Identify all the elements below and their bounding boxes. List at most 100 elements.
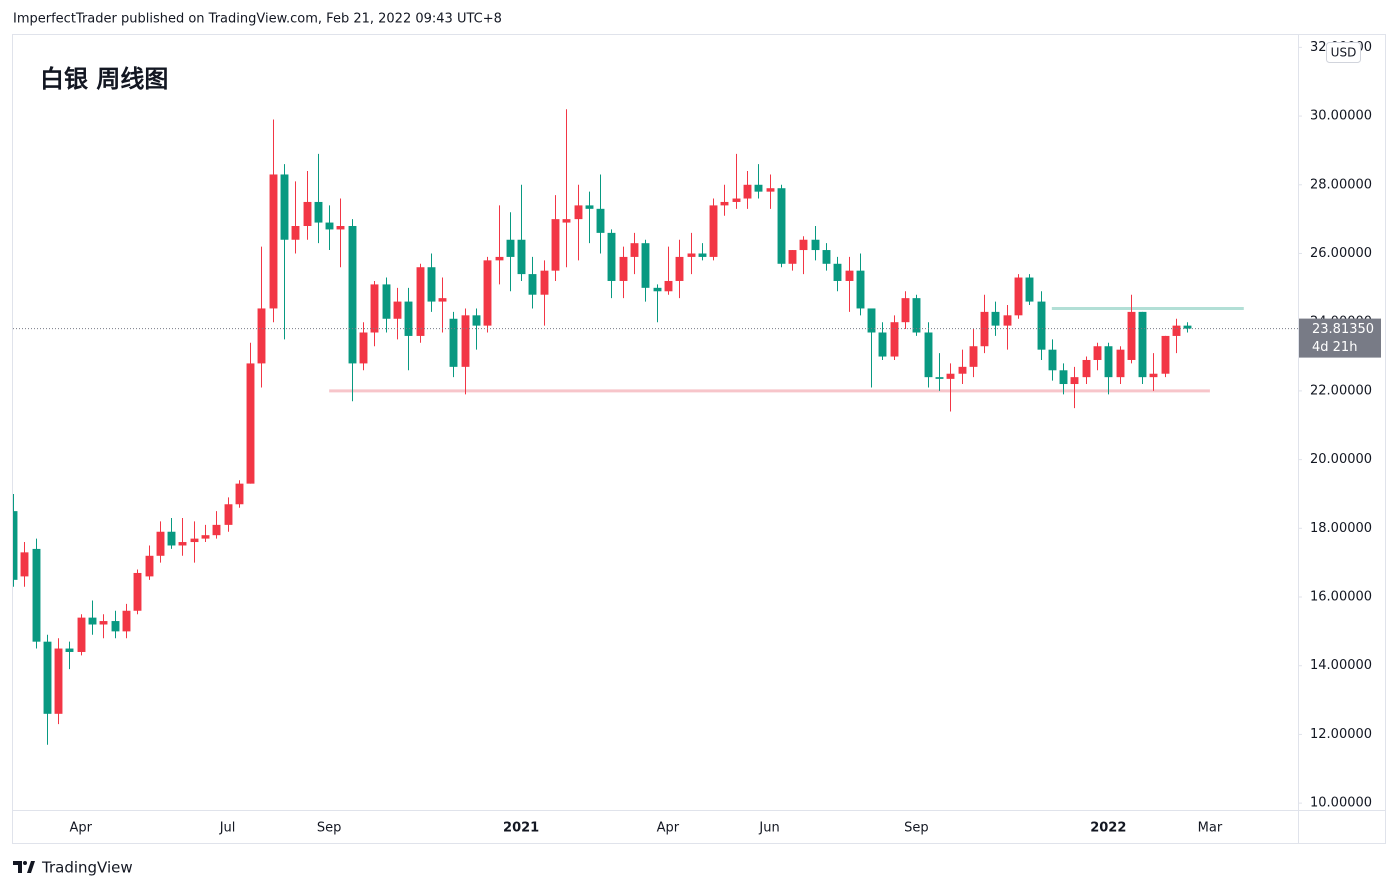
candle-body: [145, 555, 154, 577]
candle-body: [833, 263, 842, 281]
candle-body: [427, 267, 436, 302]
candle-body: [641, 243, 650, 288]
candle-body: [88, 617, 97, 625]
candle-body: [167, 531, 176, 546]
y-tick-label: 28.00000: [1310, 177, 1372, 192]
candle-body: [393, 301, 402, 319]
candle-body: [687, 253, 696, 257]
candle-body: [675, 256, 684, 281]
x-tick-label: Sep: [904, 821, 929, 836]
candle-body: [596, 208, 605, 233]
candle-body: [664, 280, 673, 292]
candle-body: [743, 184, 752, 199]
candle-body: [890, 322, 899, 357]
candle-body: [1116, 349, 1125, 378]
candle-body: [32, 548, 41, 642]
candle-body: [845, 270, 854, 281]
candle-body: [20, 552, 29, 577]
candle-body: [1048, 349, 1057, 371]
candle-body: [370, 284, 379, 333]
candle-body: [1003, 315, 1012, 326]
footer-logo: [13, 861, 35, 873]
candle-body: [709, 205, 718, 257]
candle-body: [653, 287, 662, 292]
attribution: ImperfectTrader published on TradingView…: [13, 12, 502, 27]
candle-body: [303, 201, 312, 227]
candle-body: [528, 274, 537, 295]
x-tick-label: Jun: [758, 821, 779, 836]
candle-body: [1070, 377, 1079, 385]
currency-label: USD: [1331, 46, 1357, 60]
candle-body: [856, 270, 865, 309]
candle-body: [969, 346, 978, 367]
candle-body: [1138, 311, 1147, 378]
candle-body: [111, 621, 120, 632]
candle-body: [506, 239, 515, 257]
chart-frame: [12, 34, 1386, 844]
candle-body: [325, 222, 334, 230]
candle-body: [280, 174, 289, 240]
last-price-label: 23.81350: [1312, 322, 1374, 337]
candle-body: [1127, 311, 1136, 360]
y-tick-label: 12.00000: [1310, 727, 1372, 742]
y-tick-label: 20.00000: [1310, 452, 1372, 467]
candle-body: [122, 610, 131, 632]
candle-body: [585, 205, 594, 209]
candle-body: [958, 366, 967, 374]
candle-body: [382, 284, 391, 319]
candle-body: [946, 373, 955, 379]
candle-body: [1014, 277, 1023, 316]
candle-body: [246, 363, 255, 484]
candle-body: [235, 483, 244, 505]
candle-body: [178, 542, 187, 546]
candle-body: [607, 232, 616, 281]
footer-brand: TradingView: [41, 859, 133, 877]
candle-body: [99, 621, 108, 625]
candle-body: [1037, 301, 1046, 350]
y-tick-label: 16.00000: [1310, 590, 1372, 605]
candle-body: [991, 311, 1000, 326]
candle-body: [935, 377, 944, 379]
candle-body: [777, 188, 786, 264]
candle-body: [754, 184, 763, 192]
candle-body: [562, 219, 571, 223]
candle-body: [201, 535, 210, 539]
candle-body: [257, 308, 266, 364]
candle-body: [461, 315, 470, 367]
y-tick-label: 10.00000: [1310, 796, 1372, 811]
candle-body: [1149, 373, 1158, 378]
candle-body: [1172, 325, 1181, 336]
candle-body: [404, 301, 413, 336]
candle-body: [348, 226, 357, 364]
x-tick-label: Mar: [1198, 821, 1223, 836]
candle-body: [878, 332, 887, 357]
candle-body: [190, 538, 199, 543]
candle-body: [551, 219, 560, 271]
candle-body: [156, 531, 165, 556]
candle-body: [698, 253, 707, 257]
candle-body: [732, 198, 741, 202]
chart-title: 白银 周线图: [40, 65, 168, 93]
y-tick-label: 18.00000: [1310, 521, 1372, 536]
candle-body: [133, 572, 142, 611]
candle-body: [224, 504, 233, 525]
candle-body: [811, 239, 820, 251]
candle-body: [1093, 346, 1102, 360]
candle-body: [822, 250, 831, 264]
candle-body: [540, 270, 549, 295]
candle-body: [291, 226, 300, 240]
candle-body: [980, 311, 989, 347]
currency-badge: [1326, 42, 1361, 63]
x-tick-label: 2022: [1090, 821, 1126, 836]
candle-body: [574, 205, 583, 220]
axes: 10.00000 12.00000 14.00000 16.00000 18.00000…: [70, 40, 1381, 836]
candle-body: [788, 250, 797, 264]
candle-body: [630, 243, 639, 257]
y-tick-label: 26.00000: [1310, 246, 1372, 261]
candle-body: [1059, 370, 1068, 385]
candle-body: [924, 332, 933, 378]
y-tick-label: 30.00000: [1310, 109, 1372, 124]
y-tick-label: 14.00000: [1310, 658, 1372, 673]
candle-body: [43, 641, 52, 714]
